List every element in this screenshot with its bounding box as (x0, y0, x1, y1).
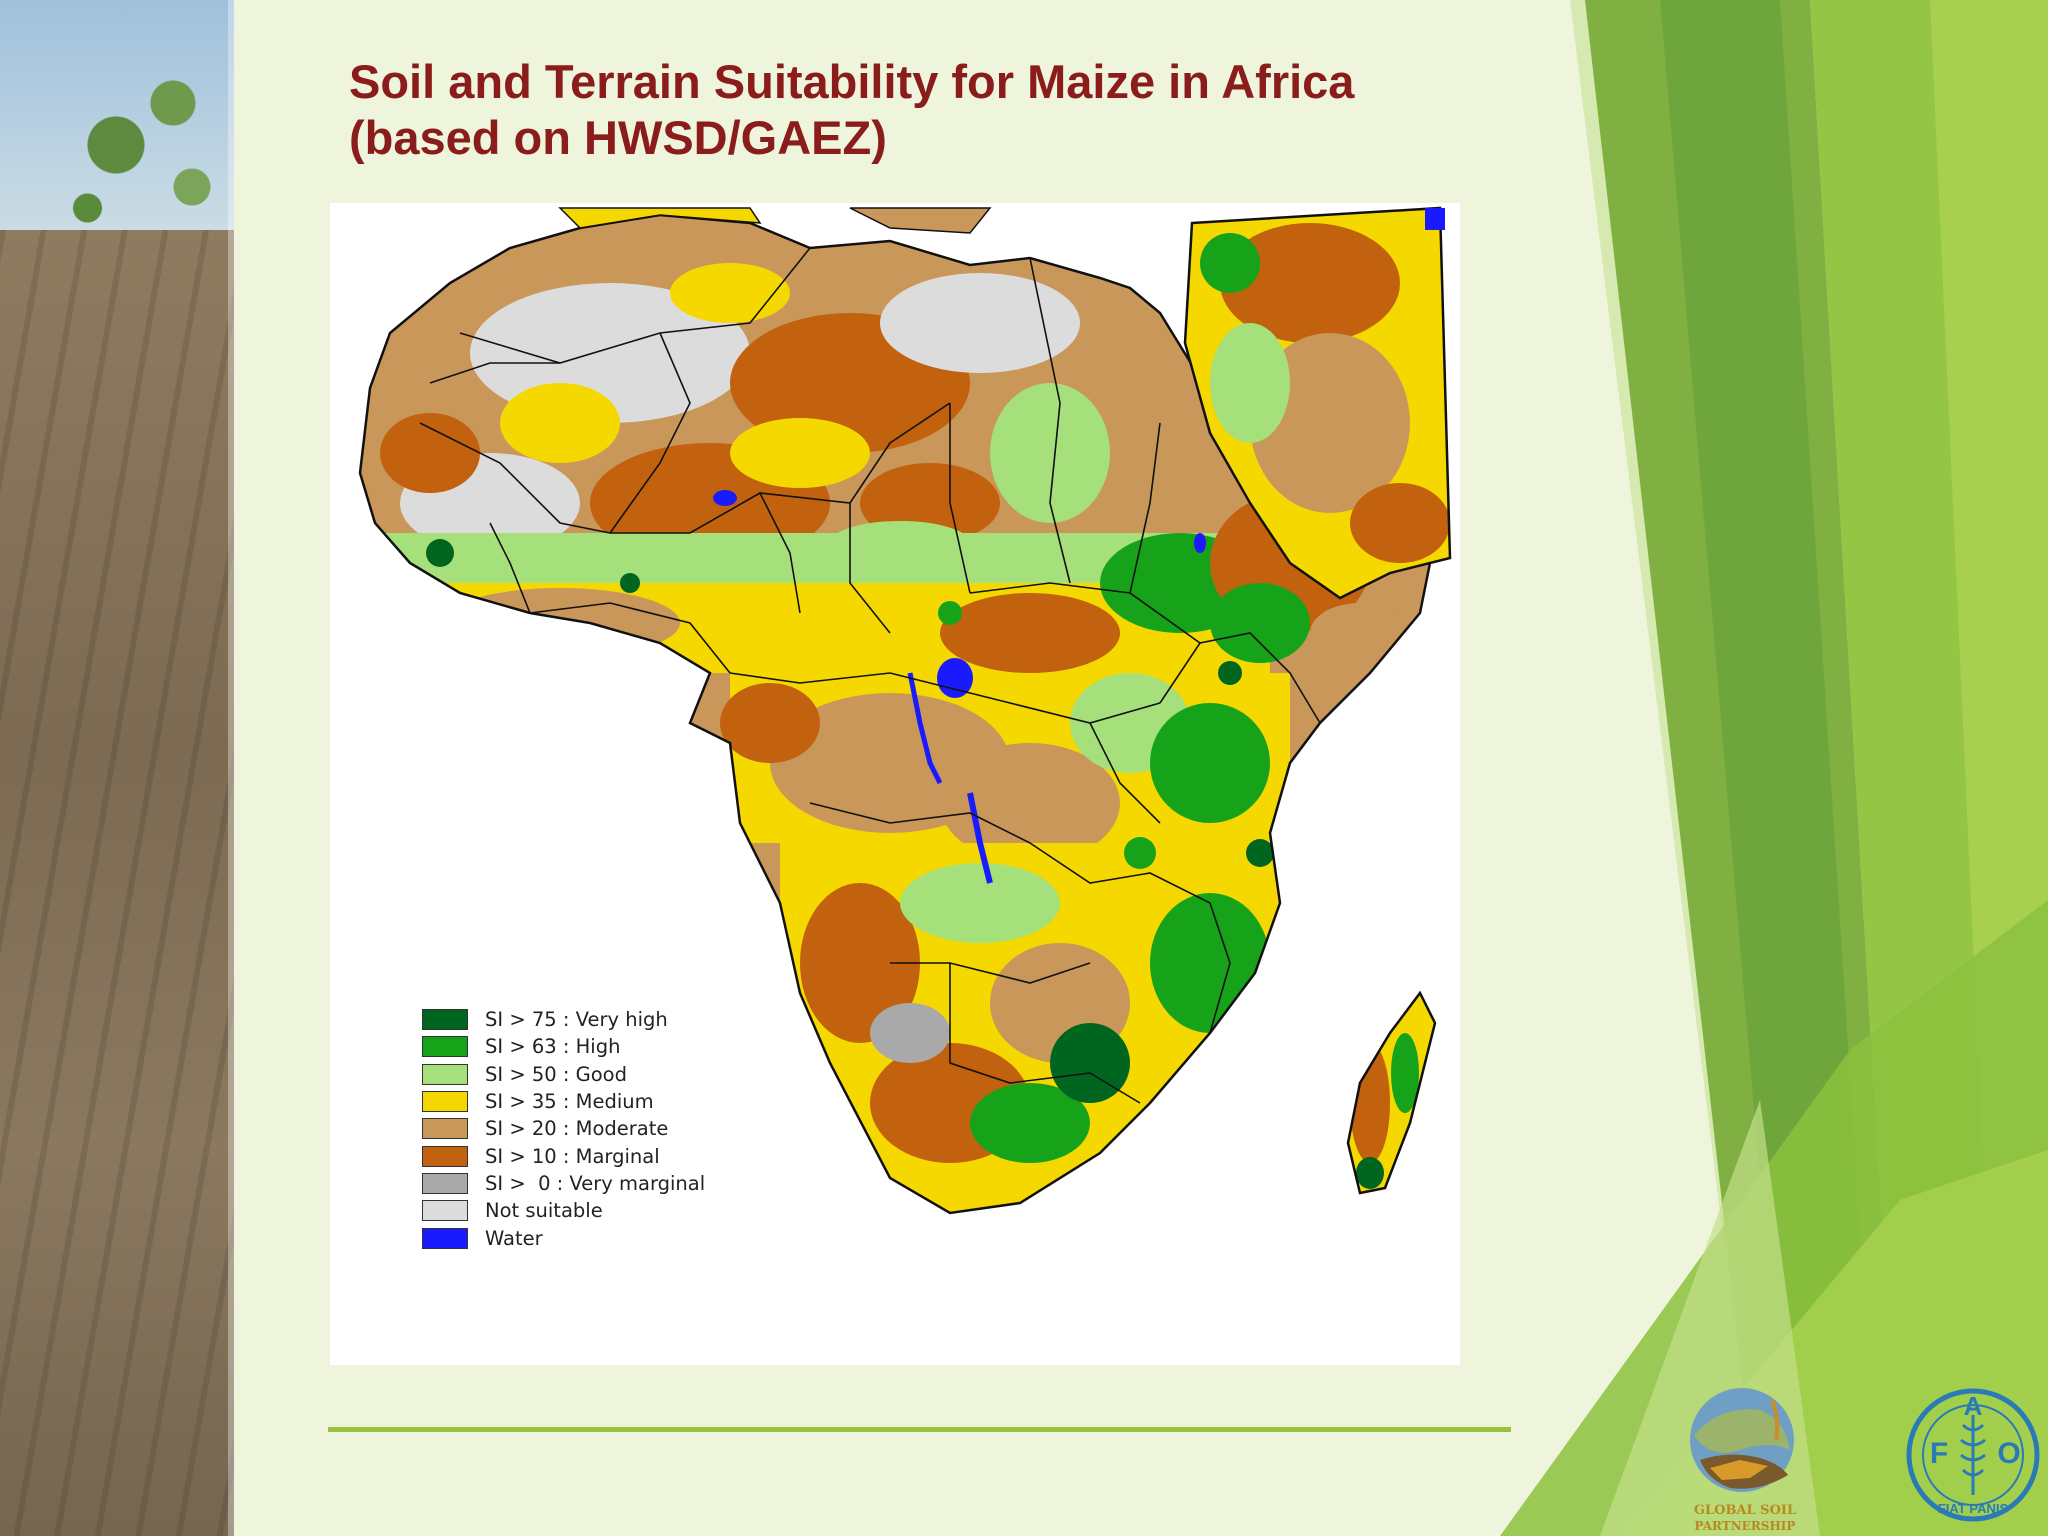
legend-item: SI > 35 : Medium (422, 1088, 705, 1115)
legend-swatch (422, 1009, 468, 1031)
fao-logo: F A O FIAT PANIS (1906, 1388, 2040, 1522)
legend-label: SI > 75 : Very high (485, 1008, 668, 1032)
gsp-logo-text-1: GLOBAL SOIL (1694, 1503, 1796, 1518)
title-line-2: (based on HWSD/GAEZ) (349, 111, 887, 164)
legend-swatch (422, 1200, 468, 1222)
fao-letter-o: O (1997, 1437, 2020, 1470)
legend-label: Not suitable (485, 1199, 603, 1223)
fao-motto: FIAT PANIS (1938, 1501, 2009, 1516)
legend-swatch (422, 1036, 468, 1058)
africa-coastline (358, 213, 1432, 1215)
legend-label: SI > 0 : Very marginal (485, 1171, 706, 1195)
africa-suitability-map: SI > 75 : Very high SI > 63 : High SI > … (330, 203, 1460, 1365)
arabia-coastline (1183, 206, 1452, 600)
persian-gulf-water (1425, 208, 1445, 230)
title-line-1: Soil and Terrain Suitability for Maize i… (349, 55, 1355, 108)
accent-divider (328, 1427, 1511, 1432)
legend-item: SI > 75 : Very high (422, 1006, 705, 1033)
legend-item: SI > 0 : Very marginal (422, 1170, 705, 1197)
europe-edge (558, 207, 762, 229)
legend-item: Not suitable (422, 1197, 705, 1224)
photo-soil-wall (0, 230, 234, 1536)
legend-swatch (422, 1227, 468, 1249)
photo-edge (228, 0, 234, 1536)
global-soil-partnership-logo: GLOBAL SOIL PARTNERSHIP (1690, 1388, 1796, 1533)
gsp-logo-text-2: PARTNERSHIP (1695, 1519, 1796, 1533)
legend-swatch (422, 1091, 468, 1113)
soil-profile-photo (0, 0, 234, 1536)
legend-swatch (422, 1063, 468, 1085)
legend-swatch (422, 1145, 468, 1167)
legend-label: SI > 20 : Moderate (485, 1117, 669, 1141)
legend-item: SI > 20 : Moderate (422, 1115, 705, 1142)
legend-swatch (422, 1172, 468, 1194)
africa-map-svg (358, 206, 1452, 1215)
fao-letter-a: A (1964, 1391, 1983, 1421)
legend-label: SI > 10 : Marginal (485, 1144, 660, 1168)
slide-title: Soil and Terrain Suitability for Maize i… (349, 54, 1499, 166)
map-legend: SI > 75 : Very high SI > 63 : High SI > … (422, 1006, 705, 1252)
europe-edge-2 (849, 207, 992, 234)
legend-label: Water (485, 1226, 543, 1250)
legend-item: SI > 50 : Good (422, 1061, 705, 1088)
arabia-landmass (1185, 208, 1450, 598)
legend-item: SI > 10 : Marginal (422, 1142, 705, 1169)
photo-leaves (40, 40, 230, 250)
legend-label: SI > 63 : High (485, 1035, 621, 1059)
madagascar-coastline (1346, 990, 1437, 1195)
fao-letter-f: F (1930, 1437, 1948, 1470)
legend-item: Water (422, 1224, 705, 1251)
legend-label: SI > 50 : Good (485, 1062, 627, 1086)
legend-swatch (422, 1118, 468, 1140)
legend-item: SI > 63 : High (422, 1033, 705, 1060)
legend-label: SI > 35 : Medium (485, 1090, 654, 1114)
